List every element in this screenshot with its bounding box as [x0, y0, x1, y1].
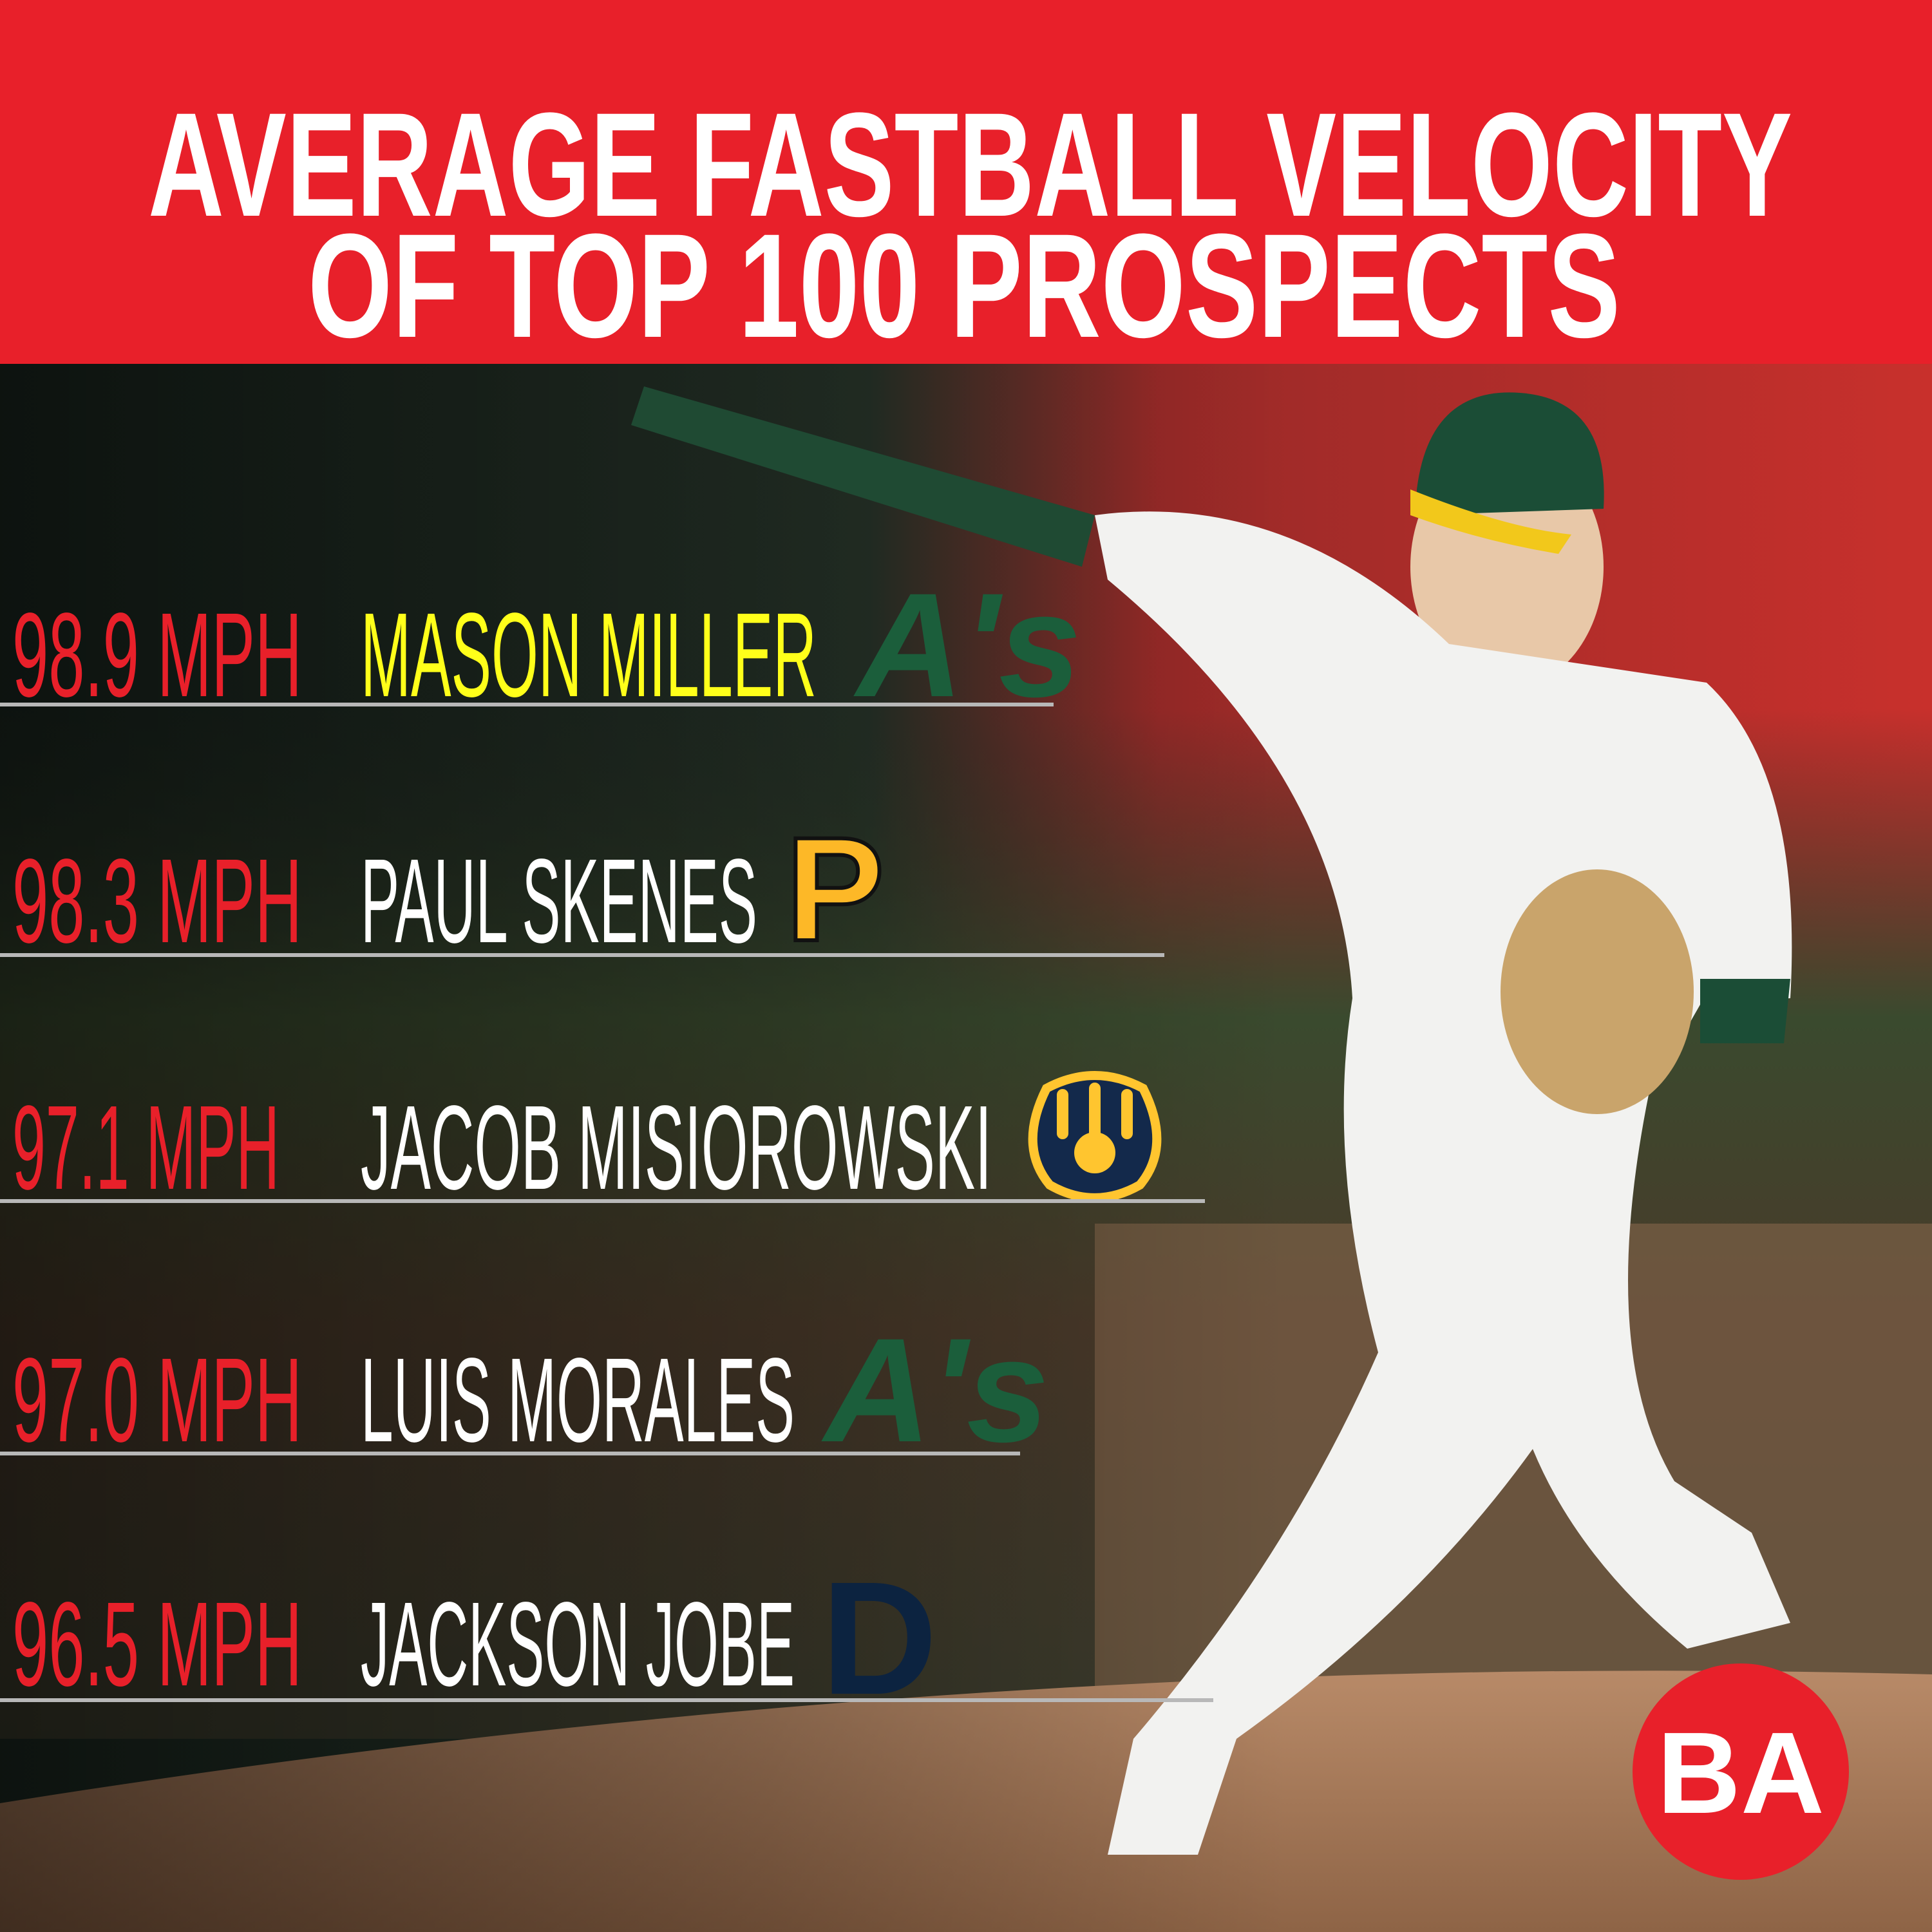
team-logo: A's — [853, 562, 1081, 728]
row: 98.3 MPH PAUL SKENES P — [0, 804, 1164, 974]
velocity: 97.0 MPH — [12, 1334, 302, 1467]
team-logo: A's — [821, 1307, 1049, 1473]
row: 97.1 MPH JACOB MISIOROWSKI — [0, 1071, 1205, 1215]
team-logo — [1028, 1071, 1162, 1202]
player-name: MASON MILLER — [361, 589, 817, 722]
row: 96.5 MPH JACKSON JOBE D — [0, 1548, 1213, 1728]
player-name: LUIS MORALES — [361, 1334, 795, 1467]
velocity: 98.3 MPH — [12, 835, 302, 968]
player-name: JACOB MISIOROWSKI — [361, 1081, 992, 1215]
team-logo: D — [821, 1548, 938, 1728]
pitcher — [631, 386, 1792, 1855]
velocity: 97.1 MPH — [12, 1081, 279, 1215]
header-band — [0, 0, 1932, 364]
row: 98.9 MPH MASON MILLER A's — [0, 562, 1081, 728]
title-line: AVERAGE FASTBALL VELOCITY — [148, 82, 1792, 247]
velocity: 96.5 MPH — [12, 1578, 302, 1711]
badge-text: BA — [1657, 1709, 1824, 1838]
badge-circle — [1633, 1663, 1849, 1880]
player-name: JACKSON JOBE — [361, 1578, 795, 1711]
title-line: OF TOP 100 PROSPECTS — [308, 203, 1620, 368]
velocity: 98.9 MPH — [12, 589, 302, 722]
row: 97.0 MPH LUIS MORALES A's — [0, 1307, 1049, 1473]
team-logo: P — [786, 806, 884, 972]
player-name: PAUL SKENES — [361, 835, 757, 968]
